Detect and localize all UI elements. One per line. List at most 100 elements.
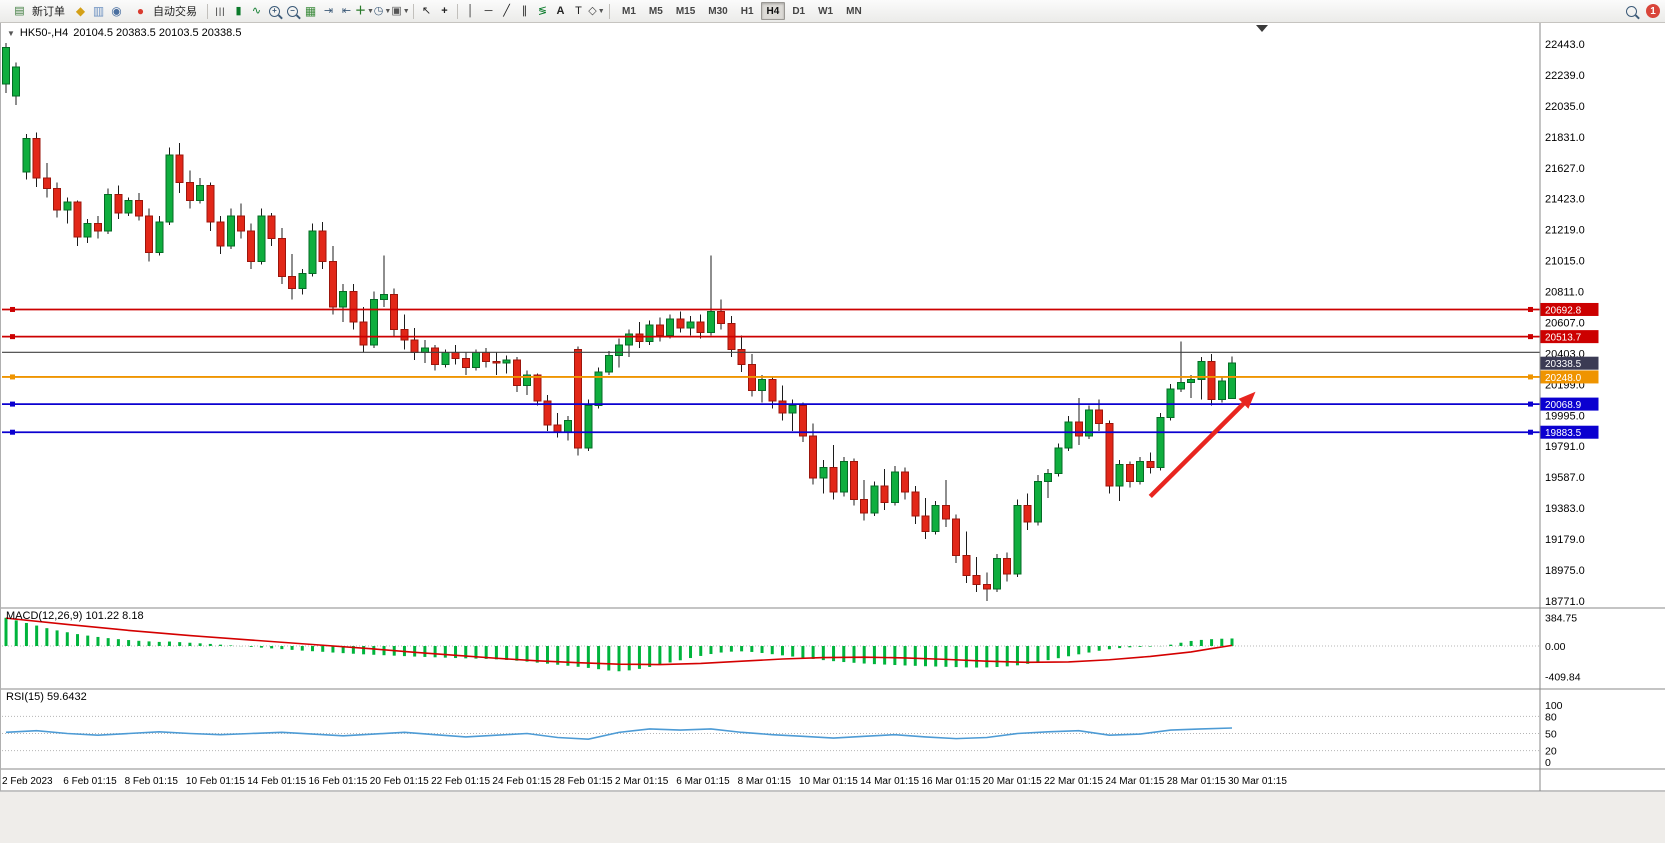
candles-series	[2, 42, 1237, 602]
svg-text:2 Feb 2023: 2 Feb 2023	[2, 776, 53, 787]
search-icon[interactable]	[1623, 3, 1640, 20]
svg-text:21831.0: 21831.0	[1545, 132, 1585, 144]
channel-icon[interactable]: ∥	[521, 4, 528, 17]
timeframe-h1[interactable]: H1	[740, 5, 754, 17]
line-chart-icon[interactable]: ∿	[251, 4, 262, 17]
svg-text:16 Feb 01:15: 16 Feb 01:15	[309, 776, 368, 787]
timeframe-h4[interactable]: H4	[760, 2, 786, 20]
svg-text:20811.0: 20811.0	[1545, 287, 1584, 299]
fibonacci-icon[interactable]: ≶	[537, 4, 548, 17]
metaeditor-icon[interactable]: ◆	[75, 4, 86, 18]
timeframe-m5[interactable]: M5	[648, 5, 663, 17]
zoom-in-icon[interactable]: +	[266, 3, 283, 20]
zoom-out-icon[interactable]: −	[284, 3, 301, 20]
toolbar-right-group: 1	[1623, 3, 1660, 20]
auto-trading-button[interactable]: ● 自动交易	[126, 1, 203, 21]
timeframe-w1[interactable]: W1	[818, 5, 834, 17]
timeframe-m15[interactable]: M15	[675, 5, 696, 17]
text-icon[interactable]: A	[556, 4, 565, 17]
one-click-trading-toggle-icon[interactable]: ▼	[7, 28, 15, 38]
rsi-indicator-label: RSI(15) 59.6432	[6, 691, 87, 703]
svg-text:14 Mar 01:15: 14 Mar 01:15	[860, 776, 919, 787]
svg-text:20 Feb 01:15: 20 Feb 01:15	[370, 776, 429, 787]
svg-text:8 Mar 01:15: 8 Mar 01:15	[738, 776, 792, 787]
trendline-icon[interactable]: ╱	[503, 4, 510, 17]
rsi-pane	[5, 727, 1233, 741]
price-marker-20692.8: 20692.8	[1540, 302, 1599, 316]
svg-text:18975.0: 18975.0	[1545, 565, 1585, 577]
svg-text:21423.0: 21423.0	[1545, 194, 1585, 206]
chart-symbol-period: HK50-,H4	[19, 27, 69, 39]
new-order-button[interactable]: ▤ 新订单	[5, 1, 71, 21]
svg-text:6 Feb 01:15: 6 Feb 01:15	[63, 776, 117, 787]
svg-text:16 Mar 01:15: 16 Mar 01:15	[922, 776, 981, 787]
trend-arrow-annotation[interactable]	[1148, 391, 1256, 499]
svg-text:-409.84: -409.84	[1545, 671, 1581, 683]
template-dropdown-icon[interactable]: ▣ ▼	[391, 4, 410, 17]
horizontal-line-icon[interactable]: ─	[484, 4, 493, 17]
bar-chart-icon[interactable]: |||	[215, 5, 226, 16]
timeframe-m30[interactable]: M30	[708, 5, 728, 17]
time-axis[interactable]: 2 Feb 2023 6 Feb 01:15 8 Feb 01:15 10 Feb 0…	[2, 776, 1287, 787]
svg-text:10 Mar 01:15: 10 Mar 01:15	[799, 776, 858, 787]
vertical-line-icon[interactable]: │	[467, 4, 474, 17]
svg-text:19791.0: 19791.0	[1545, 441, 1585, 453]
auto-trading-icon: ●	[136, 4, 145, 18]
timeframe-d1[interactable]: D1	[792, 5, 806, 17]
svg-text:20338.5: 20338.5	[1545, 359, 1582, 370]
svg-text:22443.0: 22443.0	[1545, 39, 1585, 51]
label-icon[interactable]: T	[575, 4, 582, 17]
svg-text:19587.0: 19587.0	[1545, 472, 1585, 484]
svg-text:28 Mar 01:15: 28 Mar 01:15	[1167, 776, 1226, 787]
svg-text:30 Mar 01:15: 30 Mar 01:15	[1228, 776, 1287, 787]
tile-windows-icon[interactable]: ▦	[304, 4, 317, 18]
macd-pane	[4, 617, 1234, 672]
horizontal-line-objects[interactable]: 20692.8 20513.7 20248.0 20068.9 19883.5	[2, 302, 1599, 439]
new-chart-dropdown-icon[interactable]: ＋ ▼	[355, 4, 374, 17]
chart-ohlc-values: 20104.5 20383.5 20103.5 20338.5	[73, 27, 242, 39]
main-toolbar: ▤ 新订单 ◆ ▥ ◉ ● 自动交易 ||| ▮ ∿ + − ▦ ⇥ ⇤ ＋ ▼ …	[0, 0, 1665, 23]
chart-shift-marker-icon[interactable]	[1256, 25, 1268, 32]
svg-text:384.75: 384.75	[1545, 612, 1577, 624]
notifications-badge[interactable]: 1	[1646, 4, 1660, 18]
svg-text:20 Mar 01:15: 20 Mar 01:15	[983, 776, 1042, 787]
cursor-icon[interactable]: ↖	[421, 4, 432, 17]
svg-text:20607.0: 20607.0	[1545, 317, 1585, 329]
auto-scroll-icon[interactable]: ⇥	[323, 4, 334, 17]
svg-text:24 Feb 01:15: 24 Feb 01:15	[492, 776, 551, 787]
svg-text:21627.0: 21627.0	[1545, 163, 1585, 175]
svg-text:19883.5: 19883.5	[1545, 428, 1582, 439]
svg-text:20068.9: 20068.9	[1545, 400, 1582, 411]
toolbar-separator	[413, 3, 414, 19]
price-marker-20248.0: 20248.0	[1540, 370, 1599, 384]
period-dropdown-icon[interactable]: ◷ ▼	[373, 4, 392, 17]
timeframe-bar: M1 M5 M15 M30 H1 H4 D1 W1 MN	[616, 2, 868, 20]
price-axis[interactable]: 22443.0 22239.0 22035.0 21831.0 21627.0 21423…	[1545, 39, 1585, 608]
shapes-dropdown-icon[interactable]: ◇ ▼	[588, 4, 605, 17]
svg-text:28 Feb 01:15: 28 Feb 01:15	[554, 776, 613, 787]
macd-indicator-label: MACD(12,26,9) 101.22 8.18	[6, 610, 144, 622]
macd-axis[interactable]: 384.75 0.00 -409.84	[1545, 612, 1581, 683]
chart-title: ▼ HK50-,H4 20104.5 20383.5 20103.5 20338…	[7, 27, 241, 39]
crosshair-icon[interactable]: +	[441, 4, 448, 17]
bid-price-marker: 20338.5	[1540, 356, 1599, 370]
timeframe-m1[interactable]: M1	[622, 5, 636, 17]
auto-trading-label: 自动交易	[153, 6, 197, 18]
navigator-icon[interactable]: ◉	[111, 4, 122, 18]
svg-text:100: 100	[1545, 700, 1563, 712]
svg-text:19995.0: 19995.0	[1545, 410, 1585, 422]
timeframe-mn[interactable]: MN	[846, 5, 862, 17]
new-order-label: 新订单	[32, 6, 65, 18]
svg-text:6 Mar 01:15: 6 Mar 01:15	[676, 776, 730, 787]
price-marker-20513.7: 20513.7	[1540, 330, 1599, 344]
data-window-icon[interactable]: ▥	[92, 4, 105, 18]
svg-text:18771.0: 18771.0	[1545, 596, 1585, 608]
svg-text:19179.0: 19179.0	[1545, 534, 1585, 546]
svg-text:22 Mar 01:15: 22 Mar 01:15	[1044, 776, 1103, 787]
price-marker-19883.5: 19883.5	[1540, 425, 1599, 439]
svg-text:20: 20	[1545, 746, 1557, 758]
chart-shift-icon[interactable]: ⇤	[341, 4, 352, 17]
candlestick-chart-icon[interactable]: ▮	[235, 4, 242, 17]
